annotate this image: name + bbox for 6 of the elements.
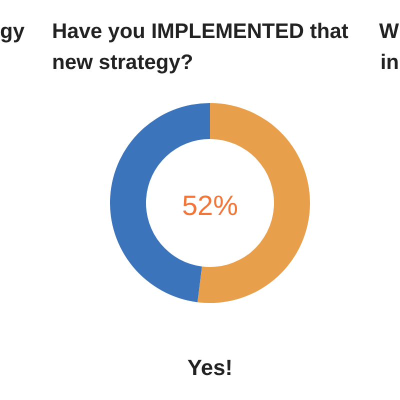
chart-title: Have you IMPLEMENTED that new strategy? <box>52 20 348 74</box>
text: in <box>380 51 399 74</box>
text: gy <box>0 20 25 43</box>
data-label: 52% <box>182 190 238 221</box>
slice-label: Yes! <box>187 355 233 380</box>
text: W <box>379 20 400 43</box>
